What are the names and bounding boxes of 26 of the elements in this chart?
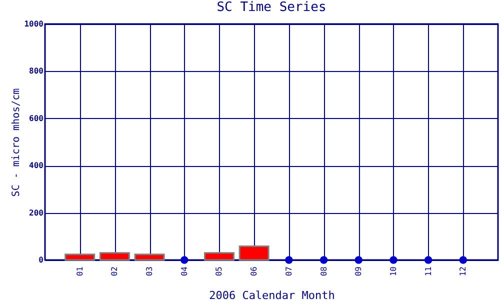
bar (99, 252, 130, 261)
y-tick-label: 1000 (24, 20, 44, 28)
y-tick-label: 400 (29, 161, 44, 170)
x-tick-label: 01 (75, 266, 84, 276)
x-tick-label: 02 (110, 266, 120, 276)
bar (64, 254, 96, 261)
chart-title: SC Time Series (216, 0, 326, 15)
x-tick-label: 04 (180, 266, 189, 276)
bar (204, 252, 234, 261)
x-tick-label: 03 (145, 266, 154, 276)
bar (134, 254, 165, 261)
x-tick-label: 10 (388, 266, 398, 276)
x-tick-label: 07 (284, 266, 294, 276)
x-tick-label: 08 (319, 266, 328, 276)
y-tick-label: 0 (38, 256, 44, 264)
y-tick-label: 800 (29, 66, 44, 76)
bar (238, 246, 270, 261)
x-tick-label: 05 (214, 266, 224, 276)
y-axis-title: SC - micro mhos/cm (11, 88, 22, 197)
y-tick-label: 600 (29, 114, 44, 123)
x-axis-title: 2006 Calendar Month (209, 289, 335, 300)
x-tick-label: 12 (458, 266, 468, 276)
x-tick-label: 09 (354, 266, 364, 276)
x-tick-label: 11 (424, 266, 433, 276)
x-tick-label: 06 (250, 266, 259, 276)
y-tick-label: 200 (29, 208, 44, 218)
